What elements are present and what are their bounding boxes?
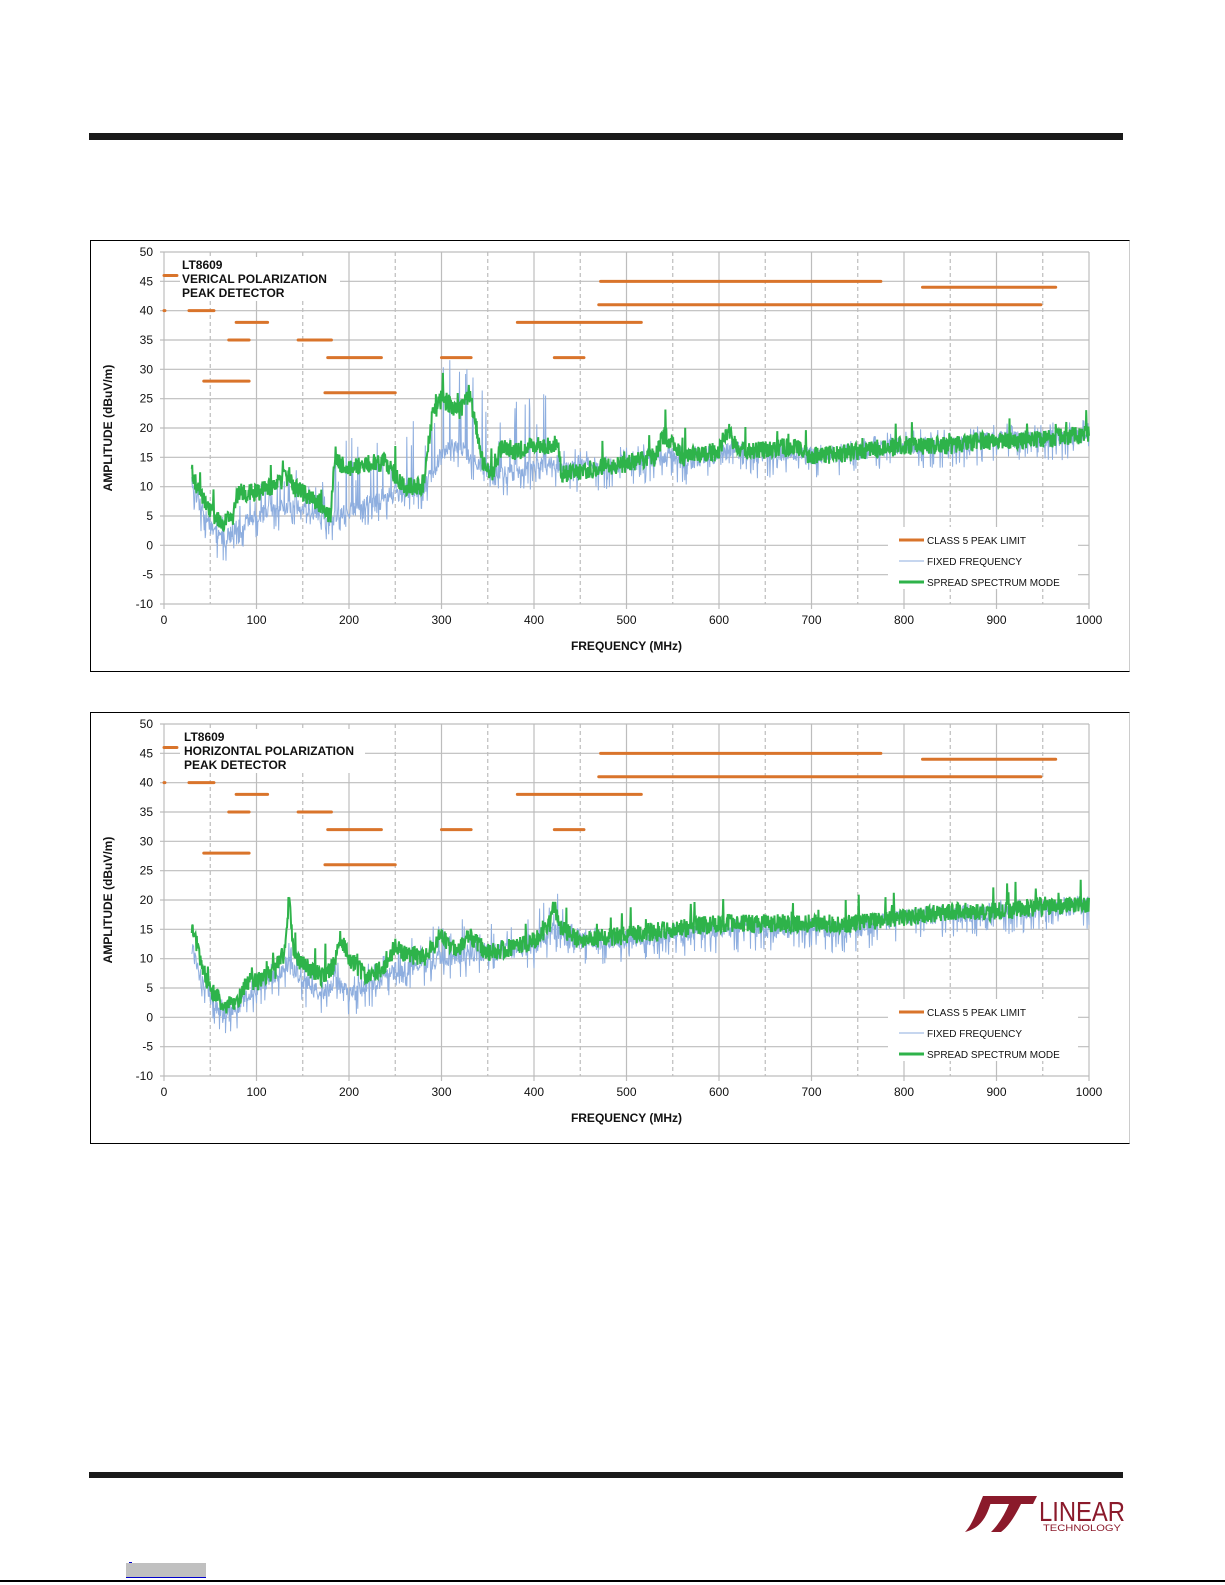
- y-tick-label: 10: [140, 480, 154, 494]
- lt-logo-mark: [965, 1496, 1007, 1532]
- chart-svg: 0 100 200 300 400 500 600 700 800 900 100050454035…: [101, 717, 1103, 1125]
- y-tick-label: -5: [142, 1040, 153, 1054]
- y-tick-label: 20: [140, 421, 154, 435]
- logo-word-linear: LINEAR: [1039, 1496, 1125, 1527]
- y-tick-label: 0: [146, 538, 153, 552]
- y-tick-label: 45: [140, 746, 154, 760]
- x-tick-label: 400: [524, 613, 544, 627]
- legend-label: FIXED FREQUENCY: [927, 557, 1022, 568]
- x-tick-label: 300: [431, 613, 451, 627]
- y-axis-title: AMPLITUDE (dBuV/m): [101, 837, 115, 964]
- y-tick-label: 50: [140, 717, 154, 731]
- title-background: [180, 729, 365, 773]
- x-tick-label: 800: [894, 613, 914, 627]
- header-rule: [89, 133, 1123, 140]
- x-tick-label: 1000: [1076, 1085, 1103, 1099]
- y-tick-label: -10: [136, 597, 154, 611]
- legend-label: SPREAD SPECTRUM MODE: [927, 578, 1060, 589]
- gridlines: [160, 251, 1090, 609]
- linear-technology-logo: LINEAR TECHNOLOGY: [963, 1494, 1128, 1534]
- chart-title-line: PEAK DETECTOR: [184, 758, 287, 772]
- page-bottom-edge: [0, 1580, 1225, 1582]
- chart-vertical-polarization: 0 100 200 300 400 500 600 700 800 900 1000 50 45 40 35…: [90, 240, 1130, 672]
- legend-label: FIXED FREQUENCY: [927, 1029, 1022, 1040]
- x-tick-label: 600: [709, 1085, 729, 1099]
- logo-word-technology: TECHNOLOGY: [1043, 1523, 1121, 1533]
- chart-title-line: LT8609: [184, 730, 225, 744]
- y-tick-label: 10: [140, 952, 154, 966]
- x-tick-label: 1000: [1076, 613, 1103, 627]
- chart-horizontal-polarization: 0 100 200 300 400 500 600 700 800 900 1000 50 45 40 35…: [90, 712, 1130, 1144]
- y-tick-label: 0: [146, 1010, 153, 1024]
- y-tick-label: 45: [140, 274, 154, 288]
- lt-logo-mark-t: [990, 1496, 1037, 1532]
- y-tick-label: 50: [140, 245, 154, 259]
- x-tick-label: 0: [161, 1085, 168, 1099]
- x-tick-label: 900: [986, 613, 1006, 627]
- title-background: [180, 257, 340, 301]
- legend-label: CLASS 5 PEAK LIMIT: [927, 536, 1026, 547]
- x-tick-label: 600: [709, 613, 729, 627]
- chart-title-line: LT8609: [182, 258, 223, 272]
- legend-background: [888, 999, 1078, 1061]
- chart-svg: 0 100 200 300 400 500 600 700 800 900 100050454035…: [101, 245, 1103, 653]
- legend-label: SPREAD SPECTRUM MODE: [927, 1050, 1060, 1061]
- series-spread-spectrum: [190, 879, 1090, 1014]
- x-tick-label: 700: [801, 1085, 821, 1099]
- x-axis-title: FREQUENCY (MHz): [571, 639, 682, 653]
- y-tick-label: 30: [140, 834, 154, 848]
- x-tick-label: 200: [339, 1085, 359, 1099]
- y-tick-label: 25: [140, 392, 154, 406]
- y-tick-label: 5: [146, 509, 153, 523]
- y-axis-title: AMPLITUDE (dBuV/m): [101, 365, 115, 492]
- y-tick-label: 5: [146, 981, 153, 995]
- footer-link-box[interactable]: [126, 1563, 206, 1578]
- y-tick-label: 40: [140, 304, 154, 318]
- y-tick-label: 30: [140, 362, 154, 376]
- x-tick-label: 0: [161, 613, 168, 627]
- x-tick-label: 400: [524, 1085, 544, 1099]
- x-tick-label: 100: [246, 613, 266, 627]
- x-tick-label: 300: [431, 1085, 451, 1099]
- chart-title-line: PEAK DETECTOR: [182, 286, 285, 300]
- y-tick-label: 15: [140, 450, 154, 464]
- x-tick-label: 100: [246, 1085, 266, 1099]
- x-tick-label: 500: [616, 1085, 636, 1099]
- legend-label: CLASS 5 PEAK LIMIT: [927, 1008, 1026, 1019]
- x-tick-label: 200: [339, 613, 359, 627]
- y-tick-label: 40: [140, 776, 154, 790]
- x-tick-label: 500: [616, 613, 636, 627]
- y-tick-label: -10: [136, 1069, 154, 1083]
- x-tick-label: 900: [986, 1085, 1006, 1099]
- y-tick-label: 35: [140, 333, 154, 347]
- footer-rule: [89, 1472, 1123, 1478]
- x-tick-label: 700: [801, 613, 821, 627]
- legend: CLASS 5 PEAK LIMIT FIXED FREQUENCY SPREAD …: [888, 999, 1078, 1061]
- y-tick-label: 20: [140, 893, 154, 907]
- chart-title-line: VERICAL POLARIZATION: [182, 272, 327, 286]
- chart-title-line: HORIZONTAL POLARIZATION: [184, 744, 354, 758]
- x-tick-label: 800: [894, 1085, 914, 1099]
- legend-background: [888, 527, 1078, 589]
- x-axis-title: FREQUENCY (MHz): [571, 1111, 682, 1125]
- y-tick-label: -5: [142, 568, 153, 582]
- y-tick-label: 15: [140, 922, 154, 936]
- series-spread-spectrum: [190, 372, 1090, 533]
- legend: CLASS 5 PEAK LIMIT FIXED FREQUENCY SPREAD …: [888, 527, 1078, 589]
- y-tick-label: 25: [140, 864, 154, 878]
- y-tick-label: 35: [140, 805, 154, 819]
